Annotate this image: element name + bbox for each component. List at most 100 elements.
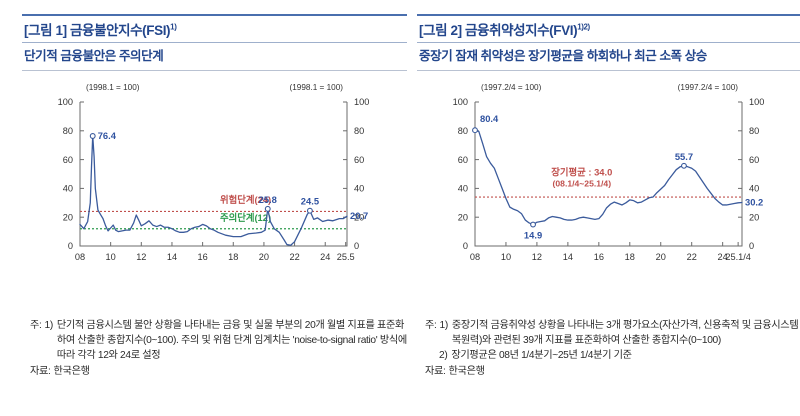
threshold-label: 장기평균 : 34.0 — [551, 166, 612, 177]
y-axis-label: 60 — [458, 155, 468, 165]
x-axis-label: 25.1/4 — [725, 252, 751, 262]
figure-subtitle-fsi: 단기적 금융불안은 주의단계 — [24, 49, 164, 63]
y-axis-label: 40 — [354, 184, 364, 194]
data-point-label: 20.7 — [350, 210, 368, 221]
unit-note-left: (1998.1 = 100) — [86, 83, 140, 92]
threshold-label: 주의단계(12) — [220, 212, 271, 223]
figure-title-fsi: [그림 1] 금융불안지수(FSI)1) — [22, 16, 407, 42]
threshold-sublabel: (08.1/4~25.1/4) — [553, 178, 612, 188]
y-axis-label: 100 — [749, 97, 764, 107]
y-axis-label: 60 — [63, 155, 73, 165]
panel-top-rule — [417, 14, 800, 16]
data-point-label: 55.7 — [675, 151, 693, 162]
x-axis-label: 12 — [532, 252, 542, 262]
note-text: 장기평균은 08년 1/4분기~25년 1/4분기 기준 — [451, 350, 632, 362]
figure-title-text: [그림 2] 금융취약성지수(FVI) — [419, 23, 578, 38]
y-axis-label: 100 — [58, 97, 73, 107]
y-axis-label: 20 — [749, 212, 759, 222]
x-axis-label: 20 — [656, 252, 666, 262]
figure-title-text: [그림 1] 금융불안지수(FSI) — [24, 23, 171, 38]
y-axis-label: 80 — [749, 126, 759, 136]
x-axis-label: 14 — [167, 252, 177, 262]
x-axis-label: 12 — [136, 252, 146, 262]
y-axis-label: 100 — [453, 97, 468, 107]
y-axis-label: 0 — [463, 241, 468, 251]
y-axis-label: 20 — [458, 212, 468, 222]
x-axis-label: 16 — [594, 252, 604, 262]
data-point-marker — [530, 221, 536, 228]
x-axis-label: 22 — [687, 252, 697, 262]
data-point-label: 24.5 — [301, 196, 319, 207]
source-value: 한국은행 — [448, 366, 485, 378]
data-point-label: 80.4 — [480, 113, 499, 124]
figure-subtitle-fvi: 중장기 잠재 취약성은 장기평균을 하회하나 최근 소폭 상승 — [419, 49, 707, 63]
chart-fsi: (1998.1 = 100) (1998.1 = 100) 0 0 20 20 40 40 60… — [22, 74, 407, 279]
x-axis-label: 08 — [470, 252, 480, 262]
note-text: 단기적 금융시스템 불안 상황을 나타내는 금융 및 실물 부분의 20개 월별… — [56, 320, 407, 362]
unit-note-left: (1997.2/4 = 100) — [481, 83, 542, 92]
x-axis-label: 10 — [501, 252, 511, 262]
y-axis-label: 20 — [63, 212, 73, 222]
source-value: 한국은행 — [53, 366, 90, 378]
data-point-label: 30.2 — [745, 197, 763, 208]
source-label: 자료: — [425, 366, 446, 378]
figure-title-footnote-marker: 1) — [170, 22, 177, 32]
figure-title-fvi: [그림 2] 금융취약성지수(FVI)1)2) — [417, 16, 800, 42]
note-text: 중장기적 금융취약성 상황을 나타내는 3개 평가요소(자산가격, 신용축적 및… — [451, 320, 799, 347]
unit-note-right: (1998.1 = 100) — [290, 83, 344, 92]
x-axis-label: 24 — [320, 252, 330, 262]
y-axis-label: 80 — [63, 126, 73, 136]
y-axis-label: 100 — [354, 97, 369, 107]
threshold-label: 위험단계(24) — [220, 194, 271, 205]
y-axis-label: 0 — [354, 241, 359, 251]
notes-fvi: 주: 1) 중장기적 금융취약성 상황을 나타내는 3개 평가요소(자산가격, … — [425, 318, 800, 379]
x-axis-label: 20 — [259, 252, 269, 262]
y-axis-label: 60 — [354, 155, 364, 165]
x-axis-label: 10 — [106, 252, 116, 262]
source-label: 자료: — [30, 366, 51, 378]
unit-note-right: (1997.2/4 = 100) — [678, 83, 739, 92]
y-axis-label: 0 — [68, 241, 73, 251]
y-axis-label: 20 — [354, 212, 364, 222]
y-axis-label: 40 — [63, 184, 73, 194]
figure-panel-fvi: [그림 2] 금융취약성지수(FVI)1)2) 중장기 잠재 취약성은 장기평균… — [417, 0, 800, 416]
x-axis-label: 25.5 — [337, 252, 355, 262]
notes-fsi: 주: 1) 단기적 금융시스템 불안 상황을 나타내는 금융 및 실물 부분의 … — [30, 318, 408, 379]
panel-title-rule — [22, 42, 407, 43]
axis-frame — [79, 102, 348, 247]
note-number: 1) — [44, 320, 54, 331]
note-row: 주: 1) 중장기적 금융취약성 상황을 나타내는 3개 평가요소(자산가격, … — [425, 318, 800, 348]
y-axis-label: 80 — [354, 126, 364, 136]
figure-panel-fsi: [그림 1] 금융불안지수(FSI)1) 단기적 금융불안은 주의단계 (199… — [22, 0, 407, 416]
note-row: 주: 1) 단기적 금융시스템 불안 상황을 나타내는 금융 및 실물 부분의 … — [30, 318, 408, 363]
data-series-line — [79, 135, 348, 246]
panel-top-rule — [22, 14, 407, 16]
data-point-label: 76.4 — [98, 130, 117, 141]
data-point-marker — [89, 133, 96, 139]
note-label: 주: — [30, 320, 42, 331]
data-point-marker — [681, 162, 687, 169]
panel-title-rule — [417, 42, 800, 43]
x-axis-label: 24 — [718, 252, 728, 262]
data-point-marker — [264, 205, 271, 212]
x-axis-label: 16 — [198, 252, 208, 262]
data-point-marker — [306, 207, 313, 214]
note-label: 주: — [425, 320, 437, 331]
x-axis-label: 22 — [289, 252, 299, 262]
x-axis-label: 18 — [625, 252, 635, 262]
y-axis-label: 40 — [458, 184, 468, 194]
chart-fvi-svg: (1997.2/4 = 100) (1997.2/4 = 100) 0 0 20 20 40… — [453, 83, 765, 262]
axis-frame — [474, 102, 743, 247]
y-axis-label: 40 — [749, 184, 759, 194]
x-axis-label: 18 — [228, 252, 238, 262]
panel-subtitle-rule — [417, 70, 800, 71]
note-number: 1) — [439, 320, 449, 331]
y-axis-label: 80 — [458, 126, 468, 136]
data-series-line — [474, 129, 743, 226]
figure-title-footnote-marker: 1)2) — [577, 22, 590, 32]
source-row: 자료: 한국은행 — [30, 364, 408, 379]
chart-fvi: (1997.2/4 = 100) (1997.2/4 = 100) 0 0 20 20 40… — [417, 74, 800, 279]
data-point-label: 14.9 — [524, 230, 542, 241]
panel-subtitle-rule — [22, 70, 407, 71]
